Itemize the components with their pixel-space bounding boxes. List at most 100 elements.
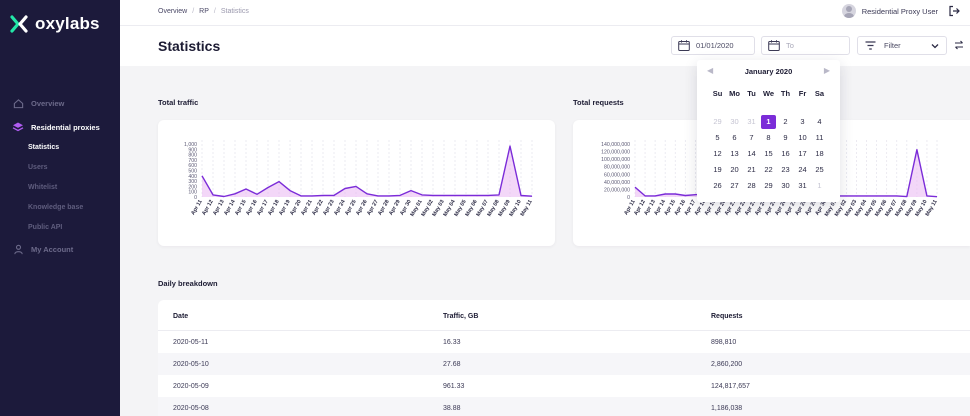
- cell-traffic: 16.33: [443, 338, 461, 346]
- calendar-day[interactable]: 17: [798, 149, 807, 158]
- calendar-day[interactable]: 8: [766, 133, 771, 142]
- y-tick-label: 60,000,000: [604, 172, 630, 178]
- date-to-field[interactable]: To: [761, 36, 850, 55]
- table-row[interactable]: 2020-05-11 16.33 898,810: [158, 331, 970, 353]
- calendar-day[interactable]: 2: [783, 117, 788, 126]
- cell-requests: 124,817,657: [711, 382, 750, 390]
- calendar-day[interactable]: 4: [817, 117, 822, 126]
- sidebar-subitem-public-api[interactable]: Public API: [28, 224, 63, 231]
- column-header-date[interactable]: Date: [173, 312, 189, 320]
- sidebar-item-label: My Account: [31, 244, 74, 254]
- y-tick-label: 100,000,000: [601, 157, 630, 163]
- data-point: [509, 145, 511, 147]
- data-point: [487, 195, 489, 197]
- calendar-day[interactable]: 31: [798, 181, 807, 190]
- calendar-day[interactable]: 14: [747, 149, 756, 158]
- calendar-day[interactable]: 3: [800, 117, 805, 126]
- table-row[interactable]: 2020-05-08 38.88 1,186,038: [158, 397, 970, 416]
- y-tick-label: 40,000,000: [604, 180, 630, 186]
- sidebar-subitem-knowledge-base[interactable]: Knowledge base: [28, 204, 84, 211]
- data-point: [926, 195, 928, 197]
- calendar-day[interactable]: 21: [747, 165, 756, 174]
- calendar-day-selected[interactable]: 1: [761, 115, 776, 129]
- user-menu[interactable]: Residential Proxy User: [841, 4, 960, 18]
- sidebar-subitem-whitelist[interactable]: Whitelist: [28, 184, 58, 191]
- next-month-icon[interactable]: ▶: [823, 66, 830, 75]
- calendar-day[interactable]: 1: [817, 181, 822, 190]
- sidebar-subitem-users[interactable]: Users: [28, 164, 48, 171]
- calendar-day[interactable]: 18: [815, 149, 824, 158]
- calendar-day[interactable]: 22: [764, 165, 773, 174]
- chevron-down-icon: [931, 43, 939, 48]
- date-picker-popup: ◀ January 2020 ▶ Su Mo Tu We Th Fr Sa 29 30 31 1 2 3…: [697, 60, 840, 202]
- y-tick-label: 80,000,000: [604, 165, 630, 171]
- calendar-day[interactable]: 5: [715, 133, 720, 142]
- table-row[interactable]: 2020-05-10 27.68 2,860,200: [158, 353, 970, 375]
- calendar-day[interactable]: 30: [781, 181, 790, 190]
- calendar-day[interactable]: 28: [747, 181, 756, 190]
- breadcrumb-statistics: Statistics: [220, 8, 249, 15]
- calendar-day[interactable]: 31: [747, 117, 756, 126]
- y-tick-label: 300: [188, 179, 197, 185]
- column-header-requests[interactable]: Requests: [711, 312, 743, 320]
- calendar-day[interactable]: 29: [764, 181, 773, 190]
- calendar-day[interactable]: 30: [730, 117, 739, 126]
- logout-icon[interactable]: [948, 5, 960, 17]
- data-point: [916, 149, 918, 151]
- calendar-day[interactable]: 26: [713, 181, 722, 190]
- calendar-day[interactable]: 20: [730, 165, 739, 174]
- y-tick-label: 400: [188, 174, 197, 180]
- data-point: [344, 188, 346, 190]
- calendar-day[interactable]: 16: [781, 149, 790, 158]
- date-from-field[interactable]: 01/01/2020: [671, 36, 755, 55]
- calendar-day[interactable]: 12: [713, 149, 722, 158]
- data-point: [212, 194, 214, 196]
- calendar-day[interactable]: 6: [732, 133, 737, 142]
- calendar-day[interactable]: 25: [815, 165, 824, 174]
- user-name: Residential Proxy User: [861, 6, 938, 16]
- y-tick-label: 0: [194, 195, 197, 201]
- calendar-day[interactable]: 23: [781, 165, 790, 174]
- y-tick-label: 900: [188, 147, 197, 153]
- calendar-day[interactable]: 10: [798, 133, 807, 142]
- page-header: Statistics 01/01/2020 To Filter: [120, 26, 970, 66]
- prev-month-icon[interactable]: ◀: [707, 66, 714, 75]
- data-point: [454, 195, 456, 197]
- data-point: [201, 175, 203, 177]
- data-point: [684, 195, 686, 197]
- calendar-day[interactable]: 9: [783, 133, 788, 142]
- calendar-day[interactable]: 13: [730, 149, 739, 158]
- divider: [158, 330, 970, 331]
- data-point: [644, 195, 646, 197]
- data-point: [846, 195, 848, 197]
- table-row[interactable]: 2020-05-09 961.33 124,817,657: [158, 375, 970, 397]
- data-point: [421, 194, 423, 196]
- cell-requests: 898,810: [711, 338, 737, 346]
- filter-dropdown[interactable]: Filter: [857, 36, 947, 55]
- column-header-traffic[interactable]: Traffic, GB: [443, 312, 479, 320]
- calendar-day[interactable]: 15: [764, 149, 773, 158]
- calendar-day[interactable]: 24: [798, 165, 807, 174]
- breadcrumb-overview[interactable]: Overview: [158, 8, 188, 15]
- y-tick-label: 500: [188, 169, 197, 175]
- date-from-value: 01/01/2020: [696, 41, 734, 50]
- refresh-icon[interactable]: [953, 39, 965, 51]
- calendar-day[interactable]: 27: [730, 181, 739, 190]
- data-point: [886, 195, 888, 197]
- breadcrumb-separator: /: [192, 8, 195, 15]
- logo[interactable]: oxylabs: [10, 14, 100, 34]
- breadcrumb-rp[interactable]: RP: [199, 8, 209, 15]
- sidebar-item-residential-proxies[interactable]: Residential proxies: [0, 116, 120, 138]
- sidebar-item-overview[interactable]: Overview: [0, 92, 120, 114]
- y-tick-label: 800: [188, 153, 197, 159]
- calendar-day[interactable]: 29: [713, 117, 722, 126]
- breadcrumb-separator: /: [213, 8, 216, 15]
- cell-requests: 1,186,038: [711, 404, 743, 412]
- sidebar-subitem-statistics[interactable]: Statistics: [28, 144, 60, 151]
- data-point: [634, 186, 636, 188]
- calendar-day[interactable]: 7: [749, 133, 754, 142]
- calendar-day[interactable]: 11: [815, 133, 824, 142]
- calendar-day[interactable]: 19: [713, 165, 722, 174]
- date-to-placeholder: To: [786, 41, 794, 50]
- sidebar-item-my-account[interactable]: My Account: [0, 238, 120, 260]
